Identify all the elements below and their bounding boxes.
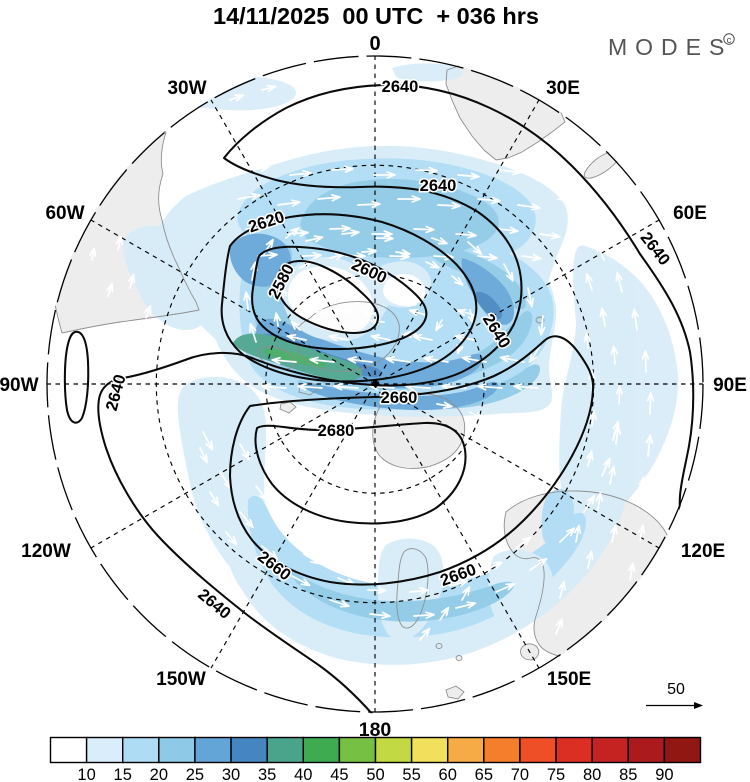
svg-text:40: 40 bbox=[294, 766, 312, 782]
svg-text:35: 35 bbox=[258, 766, 276, 782]
svg-text:150W: 150W bbox=[156, 669, 206, 690]
svg-text:120W: 120W bbox=[21, 541, 71, 562]
svg-text:2640: 2640 bbox=[382, 78, 419, 96]
svg-text:70: 70 bbox=[511, 766, 529, 782]
svg-text:50: 50 bbox=[366, 766, 384, 782]
svg-text:180: 180 bbox=[359, 719, 392, 741]
svg-text:60: 60 bbox=[439, 766, 457, 782]
svg-text:90: 90 bbox=[655, 766, 673, 782]
svg-text:45: 45 bbox=[330, 766, 348, 782]
svg-text:150E: 150E bbox=[547, 669, 591, 690]
svg-text:90W: 90W bbox=[0, 375, 39, 396]
svg-text:60E: 60E bbox=[673, 203, 707, 224]
svg-text:50: 50 bbox=[667, 681, 685, 698]
svg-text:65: 65 bbox=[475, 766, 493, 782]
svg-text:15: 15 bbox=[114, 766, 132, 782]
svg-text:14/11/2025 00 UTC + 036 hrs: 14/11/2025 00 UTC + 036 hrs bbox=[213, 3, 539, 29]
svg-text:120E: 120E bbox=[681, 541, 725, 562]
svg-text:75: 75 bbox=[547, 766, 565, 782]
svg-text:80: 80 bbox=[583, 766, 601, 782]
svg-text:c: c bbox=[727, 35, 732, 46]
svg-text:20: 20 bbox=[150, 766, 168, 782]
svg-text:90E: 90E bbox=[713, 375, 747, 396]
svg-text:85: 85 bbox=[619, 766, 637, 782]
svg-text:60W: 60W bbox=[45, 203, 84, 224]
svg-text:MODES: MODES bbox=[608, 34, 732, 60]
svg-text:25: 25 bbox=[186, 766, 204, 782]
svg-text:0: 0 bbox=[369, 33, 380, 55]
svg-text:2640: 2640 bbox=[420, 177, 457, 195]
svg-text:30W: 30W bbox=[167, 78, 206, 99]
svg-text:55: 55 bbox=[402, 766, 420, 782]
svg-text:30E: 30E bbox=[546, 78, 580, 99]
svg-text:30: 30 bbox=[222, 766, 240, 782]
svg-text:10: 10 bbox=[77, 766, 95, 782]
svg-text:2660: 2660 bbox=[381, 389, 418, 407]
svg-text:2680: 2680 bbox=[318, 422, 355, 440]
